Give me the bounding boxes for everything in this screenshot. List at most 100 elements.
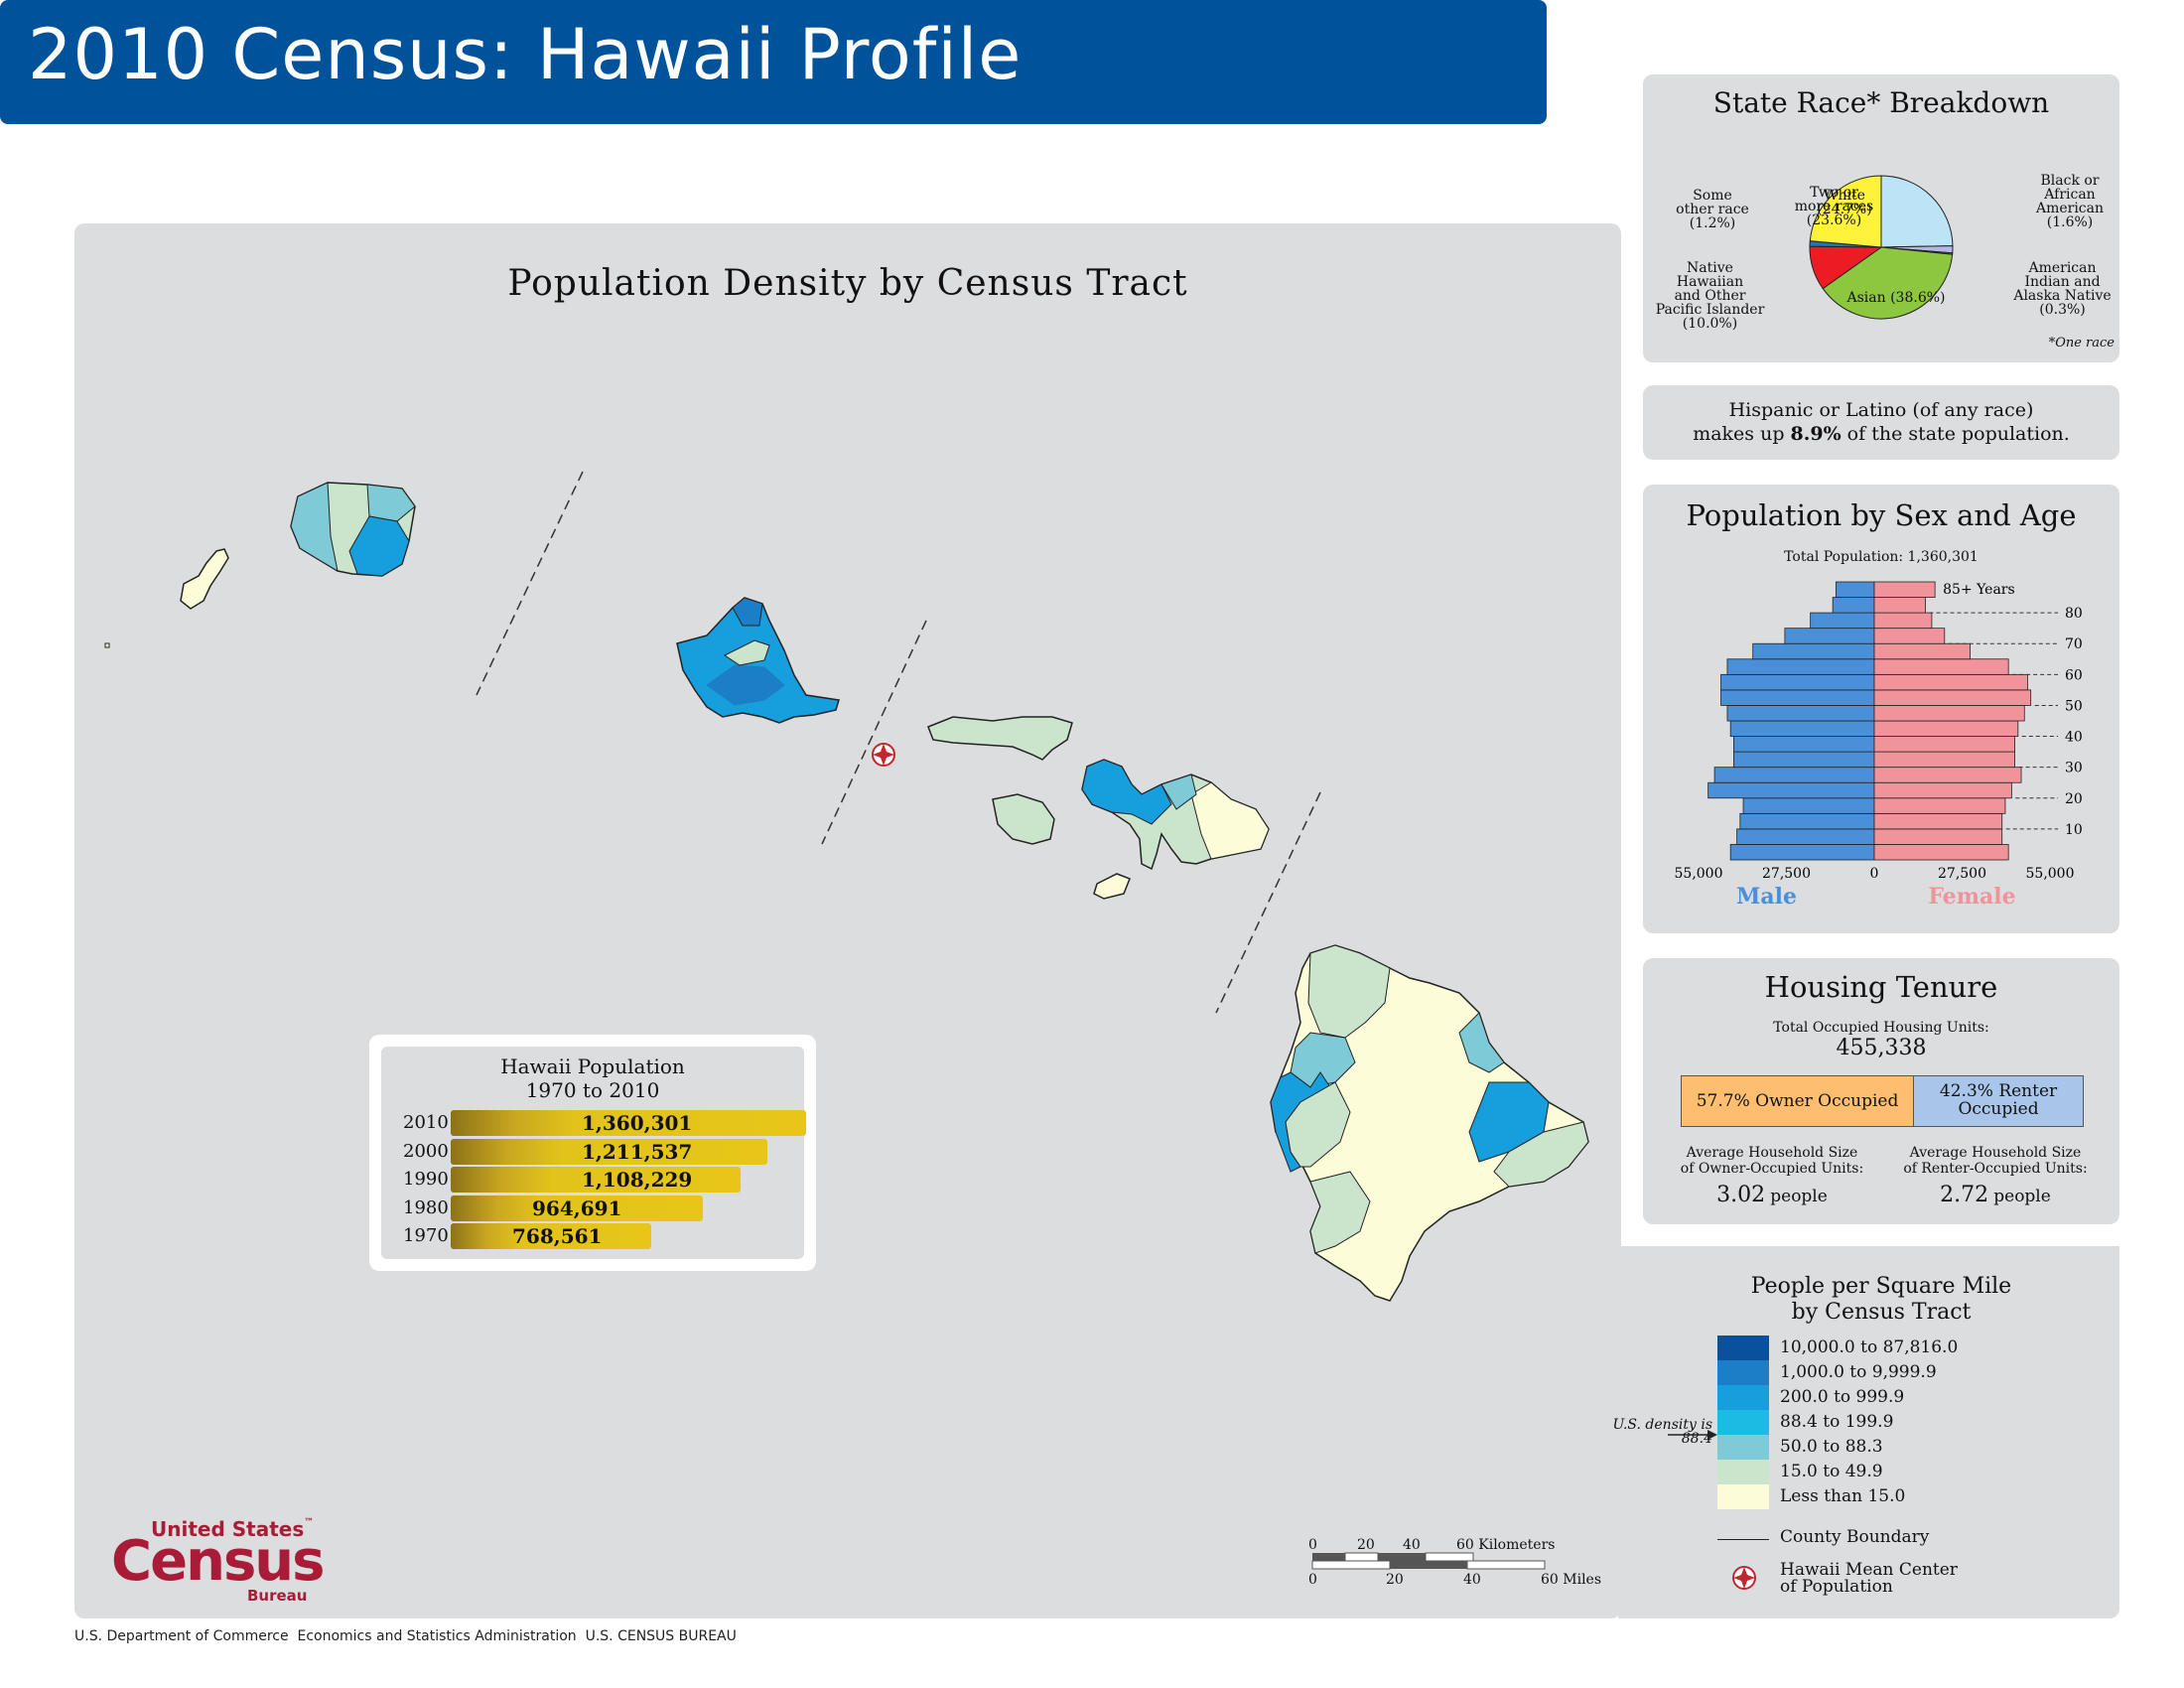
census-logo: United States™ Census Bureau — [111, 1517, 325, 1607]
hispanic-line1: Hispanic or Latino (of any race) — [1728, 399, 2034, 421]
avg-renter-value: 2.72 people — [1940, 1183, 2051, 1207]
hispanic-panel: Hispanic or Latino (of any race) makes u… — [1643, 385, 2119, 460]
channel-line-maui — [1215, 791, 1321, 1014]
footer-text: U.S. Department of Commerce Economics an… — [74, 1628, 737, 1644]
age-top-label: 85+ Years — [1943, 582, 2015, 598]
logo-line3: Bureau — [247, 1587, 308, 1605]
age-tick-50: 50 — [2065, 698, 2083, 714]
mean-center-icon — [872, 743, 895, 767]
female-bar-14 — [1873, 628, 1946, 644]
population-bar — [451, 1138, 767, 1165]
island-maui — [1081, 759, 1270, 871]
legend-swatch — [1717, 1435, 1769, 1460]
sex-age-total: Total Population: 1,360,301 — [1784, 549, 1979, 565]
legend-class-row: 88.4 to 199.9 — [1717, 1410, 2095, 1435]
male-bar-2 — [1739, 812, 1875, 830]
age-tick-10: 10 — [2065, 822, 2083, 838]
female-bar-5 — [1873, 767, 2022, 783]
us-density-arrow-icon — [1668, 1430, 1717, 1440]
population-bar-row: 2000 1,211,537 — [391, 1138, 808, 1165]
avg-owner-value: 3.02 people — [1716, 1183, 1828, 1207]
housing-total-value: 455,338 — [1836, 1036, 1927, 1060]
population-bar-row: 1970 768,561 — [391, 1223, 808, 1249]
scale-mi-60: 60 Miles — [1541, 1572, 1602, 1588]
population-bar-year: 1970 — [403, 1225, 449, 1246]
avg-renter-label: Average Household Size of Renter-Occupied… — [1903, 1145, 2088, 1177]
age-tick-20: 20 — [2065, 791, 2083, 807]
male-bar-11 — [1720, 673, 1875, 691]
population-bar-year: 2010 — [403, 1112, 449, 1133]
legend-swatch — [1717, 1360, 1769, 1385]
legend-swatch — [1717, 1484, 1769, 1509]
male-bar-4 — [1707, 781, 1875, 799]
island-hawaii — [1270, 944, 1589, 1302]
avg-owner-label: Average Household Size of Owner-Occupied … — [1680, 1145, 1864, 1177]
population-bar-year: 2000 — [403, 1140, 449, 1162]
pie-slice-3 — [1822, 246, 1954, 320]
male-bar-17 — [1835, 581, 1875, 598]
legend-area — [1618, 1246, 2119, 1618]
female-bar-6 — [1873, 751, 2016, 769]
male-bar-0 — [1729, 844, 1875, 861]
logo-line2: Census — [111, 1529, 325, 1594]
island-oahu — [676, 597, 840, 724]
scale-mi-0: 0 — [1308, 1572, 1317, 1588]
owner-occupied-label: 57.7% Owner Occupied — [1696, 1091, 1899, 1111]
housing-panel: Housing Tenure Total Occupied Housing Un… — [1643, 958, 2119, 1224]
population-bar-value: 1,211,537 — [582, 1139, 693, 1164]
female-bar-9 — [1873, 705, 2025, 722]
male-bar-1 — [1736, 828, 1875, 845]
map-svg — [104, 471, 1589, 1302]
page-title: 2010 Census: Hawaii Profile — [28, 14, 1023, 95]
male-bar-3 — [1742, 797, 1875, 814]
x-tick-3: 27,500 — [1938, 866, 1986, 882]
population-bar-row: 2010 1,360,301 — [391, 1110, 808, 1136]
scale-km-40: 40 — [1403, 1537, 1421, 1553]
population-bar — [451, 1110, 806, 1136]
female-bar-15 — [1873, 612, 1933, 630]
age-tick-60: 60 — [2065, 667, 2083, 683]
age-tick-30: 30 — [2065, 761, 2083, 776]
housing-tenure-bar: 57.7% Owner Occupied 42.3% Renter Occupie… — [1681, 1075, 2084, 1127]
island-molokai — [927, 716, 1073, 761]
population-bar-year: 1990 — [403, 1169, 449, 1190]
race-breakdown-panel: State Race* Breakdown White (24.7%) Black… — [1643, 74, 2119, 362]
population-history-inner: Hawaii Population 1970 to 2010 2010 1,360… — [381, 1047, 806, 1259]
age-tick-70: 70 — [2065, 636, 2083, 652]
x-tick-1: 27,500 — [1762, 866, 1811, 882]
race-label-two-or-more: Two or more races (23.6%) — [1794, 185, 1874, 228]
population-history-title2: 1970 to 2010 — [525, 1078, 660, 1102]
legend-swatch — [1717, 1336, 1769, 1360]
population-bar — [451, 1195, 703, 1221]
legend-swatch — [1717, 1460, 1769, 1484]
female-bar-2 — [1873, 812, 2003, 830]
male-bar-16 — [1832, 597, 1875, 614]
age-tick-80: 80 — [2065, 606, 2083, 622]
female-bar-11 — [1873, 673, 2028, 691]
male-bar-8 — [1729, 720, 1875, 737]
scale-km-20: 20 — [1357, 1537, 1375, 1553]
population-bar-row: 1980 964,691 — [391, 1195, 808, 1221]
race-label-black: Black or African American (1.6%) — [2035, 173, 2105, 230]
female-bar-13 — [1873, 642, 1971, 660]
map-panel: Population Density by Census Tract — [74, 223, 1621, 1618]
county-boundary-label: County Boundary — [1780, 1527, 1930, 1547]
race-label-white: White (24.7%) — [1817, 188, 1872, 217]
x-tick-4: 55,000 — [2026, 866, 2075, 882]
race-label-native-hawaiian: Native Hawaiian and Other Pacific Islander(… — [1655, 260, 1765, 332]
female-label: Female — [1928, 884, 2015, 910]
population-bar — [451, 1223, 652, 1249]
legend-swatch — [1717, 1385, 1769, 1410]
population-bar-value: 768,561 — [512, 1224, 603, 1248]
legend-class-row: 10,000.0 to 87,816.0 — [1717, 1336, 2095, 1360]
population-bar-value: 964,691 — [532, 1196, 622, 1220]
male-bar-10 — [1720, 689, 1875, 706]
race-label-other: Some other race (1.2%) — [1676, 188, 1749, 231]
male-bar-6 — [1733, 751, 1875, 769]
hispanic-line2: makes up 8.9% of the state population. — [1693, 423, 2070, 445]
scale-mi-40: 40 — [1463, 1572, 1481, 1588]
map-title: Population Density by Census Tract — [507, 263, 1188, 304]
x-tick-0: 55,000 — [1675, 866, 1723, 882]
county-boundary-line — [1717, 1539, 1769, 1540]
legend-class-label: Less than 15.0 — [1780, 1486, 1906, 1506]
